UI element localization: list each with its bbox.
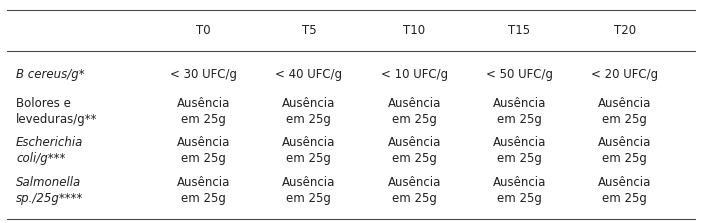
Text: Ausência
em 25g: Ausência em 25g [388, 97, 441, 126]
Text: Ausência
em 25g: Ausência em 25g [177, 97, 230, 126]
Text: T5: T5 [302, 24, 316, 37]
Text: Ausência
em 25g: Ausência em 25g [598, 176, 651, 205]
Text: Ausência
em 25g: Ausência em 25g [493, 136, 546, 165]
Text: Ausência
em 25g: Ausência em 25g [282, 97, 336, 126]
Text: < 10 UFC/g: < 10 UFC/g [380, 68, 448, 81]
Text: Ausência
em 25g: Ausência em 25g [388, 176, 441, 205]
Text: < 50 UFC/g: < 50 UFC/g [486, 68, 553, 81]
Text: Escherichia
coli/g***: Escherichia coli/g*** [16, 136, 84, 165]
Text: < 30 UFC/g: < 30 UFC/g [170, 68, 237, 81]
Text: T15: T15 [508, 24, 531, 37]
Text: Ausência
em 25g: Ausência em 25g [388, 136, 441, 165]
Text: Ausência
em 25g: Ausência em 25g [282, 136, 336, 165]
Text: Salmonella
sp./25g****: Salmonella sp./25g**** [16, 176, 84, 205]
Text: < 20 UFC/g: < 20 UFC/g [591, 68, 658, 81]
Text: T0: T0 [197, 24, 211, 37]
Text: Ausência
em 25g: Ausência em 25g [493, 97, 546, 126]
Text: Bolores e
leveduras/g**: Bolores e leveduras/g** [16, 97, 98, 126]
Text: < 40 UFC/g: < 40 UFC/g [275, 68, 343, 81]
Text: T10: T10 [403, 24, 425, 37]
Text: Ausência
em 25g: Ausência em 25g [598, 97, 651, 126]
Text: Ausência
em 25g: Ausência em 25g [282, 176, 336, 205]
Text: T20: T20 [614, 24, 636, 37]
Text: Ausência
em 25g: Ausência em 25g [598, 136, 651, 165]
Text: Ausência
em 25g: Ausência em 25g [177, 176, 230, 205]
Text: Ausência
em 25g: Ausência em 25g [177, 136, 230, 165]
Text: B cereus/g*: B cereus/g* [16, 68, 85, 81]
Text: Ausência
em 25g: Ausência em 25g [493, 176, 546, 205]
